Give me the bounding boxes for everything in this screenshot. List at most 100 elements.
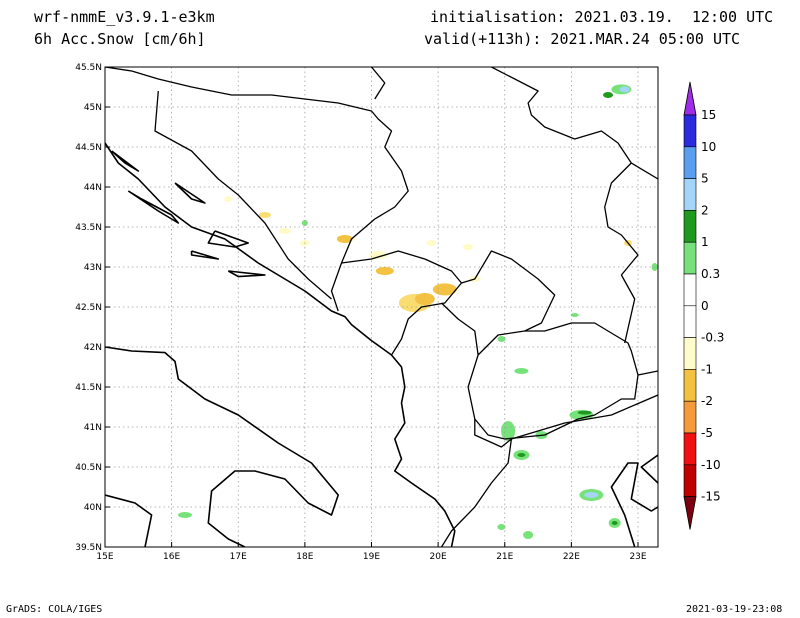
colorbar-swatch [683, 337, 697, 370]
lat-tick-label: 45.5N [75, 63, 102, 73]
map-outlines [105, 67, 658, 547]
colorbar-label: -1 [701, 362, 713, 376]
country-border [441, 250, 556, 356]
lat-tick-label: 40N [84, 503, 102, 513]
colorbar-label: -5 [701, 426, 713, 440]
snow-area [258, 212, 271, 218]
snow-area [375, 267, 394, 275]
lon-tick-label: 23E [629, 552, 646, 562]
lat-tick-label: 44N [84, 183, 102, 193]
lat-tick-label: 40.5N [75, 463, 102, 473]
colorbar-swatch [683, 464, 697, 497]
colorbar-swatch [683, 432, 697, 466]
colorbar-swatch [683, 178, 697, 211]
grid-lines [105, 67, 658, 547]
snow-area [570, 313, 579, 317]
country-border [371, 67, 386, 100]
country-border [637, 370, 658, 376]
lat-tick-label: 43N [84, 263, 102, 273]
field-name: 6h Acc.Snow [cm/6h] [34, 30, 206, 48]
snow-area [619, 86, 630, 93]
colorbar-label: 1 [701, 235, 709, 249]
lat-tick-label: 45N [84, 103, 102, 113]
lat-tick-label: 42N [84, 343, 102, 353]
init-time: initialisation: 2021.03.19. 12:00 UTC [430, 8, 774, 26]
coastline [207, 230, 249, 248]
lon-tick-label: 15E [96, 552, 113, 562]
lat-tick-label: 39.5N [75, 543, 102, 553]
snow-area [336, 235, 353, 243]
country-border [154, 90, 332, 300]
lon-tick-label: 18E [296, 552, 313, 562]
snow-area [611, 521, 618, 525]
snow-layer [177, 84, 658, 539]
coastline [105, 346, 340, 547]
country-border [105, 67, 409, 312]
colorbar-swatch [683, 210, 697, 243]
coastline [190, 250, 220, 260]
grads-credit: GrADS: COLA/IGES [6, 604, 103, 615]
colorbar-top-arrow [683, 81, 697, 116]
coastline [105, 494, 153, 547]
snow-area [517, 453, 526, 457]
valid-time: valid(+113h): 2021.MAR.24 05:00 UTC [424, 30, 741, 48]
lat-tick-label: 44.5N [75, 143, 102, 153]
colorbar-label: 5 [701, 172, 709, 186]
colorbar-bottom-arrow [683, 496, 697, 530]
colorbar-label: -10 [701, 458, 721, 472]
country-border [630, 162, 658, 180]
colorbar-label: 0.3 [701, 267, 720, 281]
snow-area [514, 368, 529, 374]
coastline [174, 182, 206, 204]
coastline [105, 142, 456, 547]
colorbar-swatch [683, 114, 697, 148]
coastline [610, 462, 658, 547]
colorbar-label: -15 [701, 490, 721, 504]
model-name: wrf-nmmE_v3.9.1-e3km [34, 8, 215, 26]
snow-area [301, 220, 308, 226]
lon-tick-label: 20E [430, 552, 447, 562]
snow-area [523, 531, 534, 539]
colorbar-label: -0.3 [701, 331, 724, 345]
snow-area [278, 228, 291, 234]
snow-area [577, 410, 592, 415]
lon-tick-label: 16E [163, 552, 180, 562]
snow-area [432, 283, 457, 296]
snow-area [584, 492, 599, 498]
colorbar-label: 0 [701, 299, 709, 313]
colorbar-label: -2 [701, 394, 713, 408]
colorbar-swatch [683, 369, 697, 402]
lat-tick-label: 42.5N [75, 303, 102, 313]
coastline [227, 270, 266, 278]
plot-timestamp: 2021-03-19-23:08 [686, 604, 783, 615]
snow-area [426, 240, 437, 246]
snow-area [603, 92, 614, 98]
colorbar-swatch [683, 273, 697, 307]
lon-tick-label: 21E [496, 552, 513, 562]
colorbar-label: 2 [701, 203, 709, 217]
coastline [127, 190, 180, 224]
snow-area [497, 524, 506, 530]
lat-tick-label: 41N [84, 423, 102, 433]
snow-area [177, 512, 192, 518]
snow-area [224, 196, 233, 202]
snow-area [497, 336, 506, 342]
colorbar-label: 10 [701, 140, 716, 154]
country-border [511, 394, 658, 440]
lon-tick-label: 22E [563, 552, 580, 562]
snow-area [463, 244, 474, 250]
lon-tick-label: 19E [363, 552, 380, 562]
axis-ticks: 15E 16E 17E 18E 19E 20E 21E 22E 23E 39.5N 40N 40.5N… [75, 63, 647, 562]
colorbar-label: 15 [701, 108, 716, 122]
colorbar-swatch [683, 241, 697, 275]
country-border [467, 322, 639, 440]
country-border [604, 162, 639, 344]
lon-tick-label: 17E [230, 552, 247, 562]
country-border [440, 419, 513, 547]
colorbar-swatch [683, 305, 697, 338]
colorbar-swatch [683, 146, 697, 179]
colorbar-swatch [683, 400, 697, 434]
coastline [640, 454, 658, 484]
lat-tick-label: 43.5N [75, 223, 102, 233]
